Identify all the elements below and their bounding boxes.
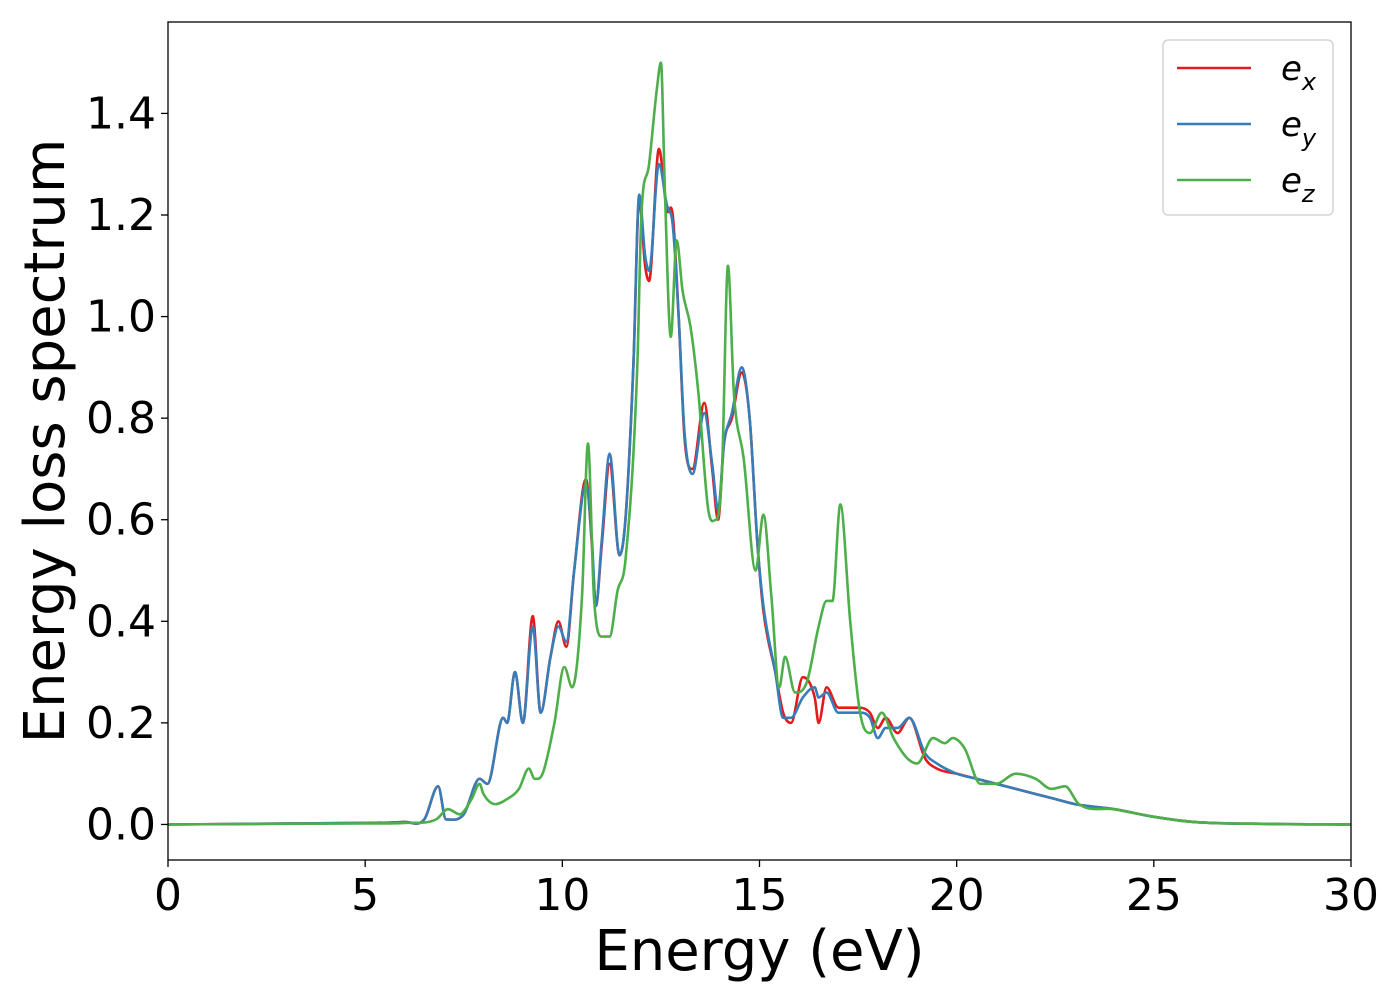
x-axis-ticks: 0 5 10 15 20 25 30: [154, 860, 1379, 921]
y-tick-label: 0.0: [86, 799, 156, 850]
y-tick-label: 0.8: [86, 393, 156, 444]
y-tick-label: 0.2: [86, 698, 156, 749]
legend-label-e-z: ez: [1281, 161, 1316, 208]
series-layer: [167, 61, 1352, 826]
x-axis-title: Energy (eV): [594, 919, 924, 984]
x-tick-label: 20: [929, 870, 985, 921]
x-tick-label: 15: [732, 870, 788, 921]
series-line-e-z: [167, 61, 1352, 826]
y-tick-label: 0.4: [86, 596, 156, 647]
legend-label-e-y: ey: [1281, 105, 1317, 152]
legend-label-e-x: ex: [1281, 49, 1317, 96]
x-tick-label: 10: [534, 870, 590, 921]
y-axis-title: Energy loss spectrum: [13, 139, 78, 744]
y-tick-label: 1.0: [86, 292, 156, 343]
series-line-e-y: [167, 162, 1352, 826]
series-line-e-x: [167, 147, 1352, 826]
x-tick-label: 5: [351, 870, 379, 921]
legend-box: [1162, 39, 1334, 216]
x-tick-label: 25: [1126, 870, 1182, 921]
y-tick-label: 0.6: [86, 495, 156, 546]
y-tick-label: 1.4: [86, 88, 156, 139]
x-tick-label: 30: [1323, 870, 1379, 921]
legend: ex ey ez: [1162, 39, 1334, 216]
y-axis-ticks: 0.0 0.2 0.4 0.6 0.8 1.0 1.2 1.4: [86, 88, 168, 850]
x-tick-label: 0: [154, 870, 182, 921]
y-tick-label: 1.2: [86, 190, 156, 241]
